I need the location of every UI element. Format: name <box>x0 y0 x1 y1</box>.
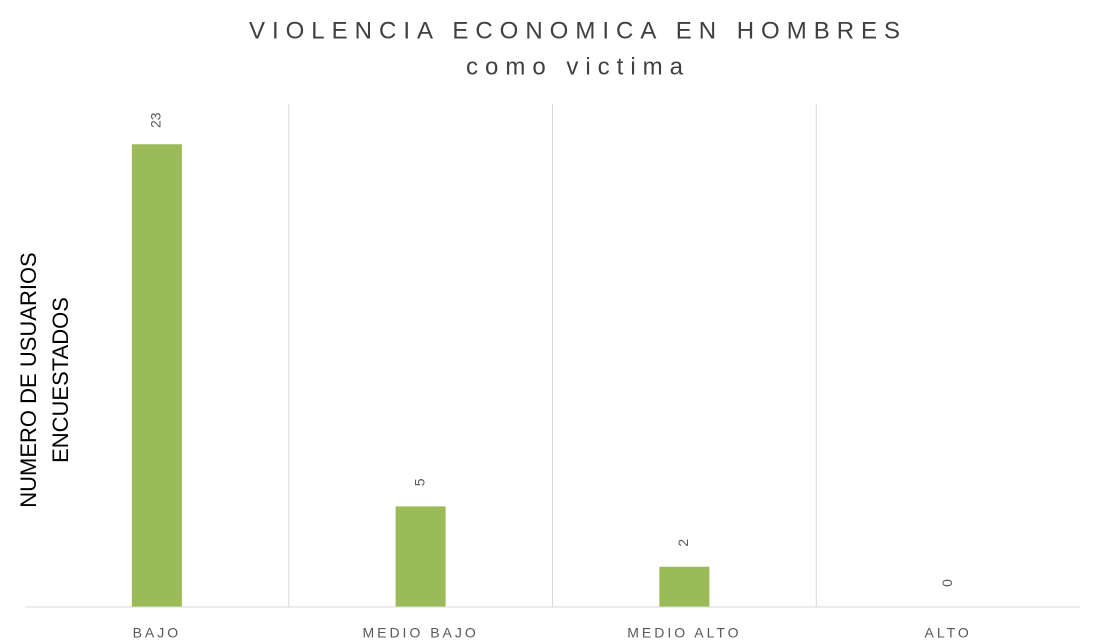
data-label: 23 <box>148 112 164 128</box>
bar <box>659 566 710 607</box>
bar <box>131 144 182 608</box>
chart-title: VIOLENCIA ECONOMICA EN HOMBRES <box>249 17 907 44</box>
chart-subtitle: como victima <box>466 53 690 80</box>
y-axis-label: NUMERO DE USUARIOS <box>16 252 41 507</box>
bar <box>395 506 446 607</box>
data-label: 5 <box>411 478 427 486</box>
x-tick-label: ALTO <box>924 625 971 641</box>
data-label: 2 <box>675 539 691 547</box>
x-tick-label: MEDIO BAJO <box>362 625 478 641</box>
x-tick-label: MEDIO ALTO <box>627 625 741 641</box>
x-tick-label: BAJO <box>133 625 182 641</box>
y-axis-label: ENCUESTADOS <box>48 297 73 463</box>
data-label: 0 <box>939 579 955 587</box>
